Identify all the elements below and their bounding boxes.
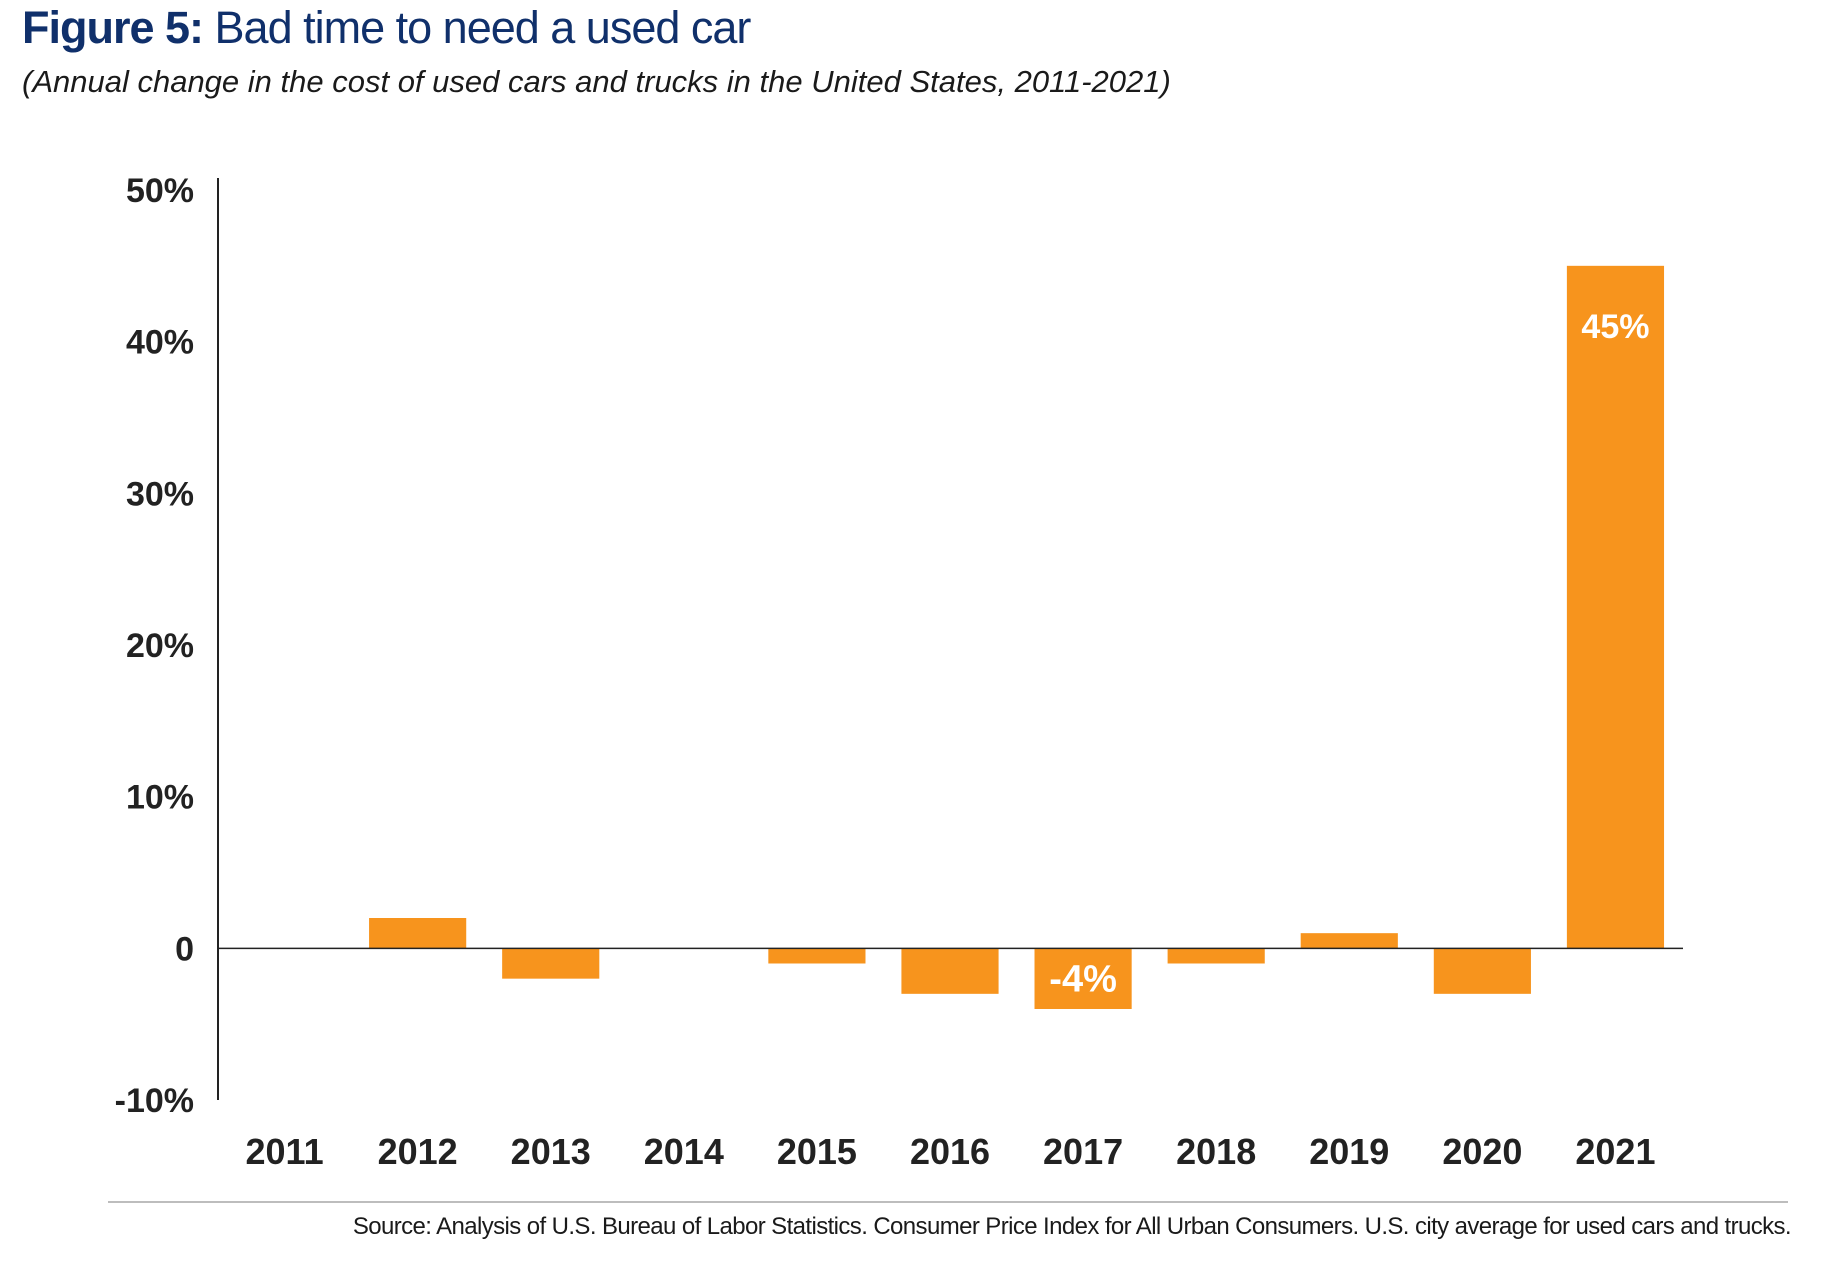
data-label-2021: 45% [1581, 308, 1649, 346]
bar-2020 [1433, 948, 1531, 994]
x-tick-label-2013: 2013 [511, 1131, 591, 1172]
bar-2016 [901, 948, 999, 994]
y-tick-label: 0 [175, 930, 194, 968]
y-tick-label: 30% [126, 475, 194, 513]
figure-title: Figure 5: Bad time to need a used car [22, 2, 752, 54]
x-tick-label-2019: 2019 [1309, 1131, 1389, 1172]
source-divider [108, 1201, 1788, 1203]
axes-layer [217, 178, 1683, 1100]
y-tick-label: -10% [115, 1082, 194, 1120]
bars-layer [369, 265, 1665, 1009]
data-labels-layer: -4% 45% [1049, 308, 1649, 1001]
x-tick-label-2016: 2016 [910, 1131, 990, 1172]
bar-2019 [1300, 933, 1398, 949]
x-tick-label-2011: 2011 [245, 1131, 323, 1172]
x-tick-label-2015: 2015 [777, 1131, 857, 1172]
x-tick-label-2012: 2012 [378, 1131, 458, 1172]
figure-subtitle: (Annual change in the cost of used cars … [22, 64, 1171, 99]
x-tick-label-2020: 2020 [1442, 1131, 1522, 1172]
bar-2012 [369, 918, 467, 949]
source-note: Source: Analysis of U.S. Bureau of Labor… [352, 1213, 1792, 1240]
bar-2015 [768, 948, 866, 964]
bar-2021 [1566, 265, 1665, 949]
bar-2018 [1167, 948, 1265, 964]
bar-chart: -4% 45% 50% 40% 30% 20% 10% 0 -10% 2011 2012 2013… [115, 172, 1683, 1172]
data-label-2017: -4% [1049, 959, 1117, 1001]
x-tick-label-2017: 2017 [1043, 1131, 1123, 1172]
bar-2013 [502, 948, 600, 979]
x-tick-label-2014: 2014 [644, 1131, 724, 1172]
y-tick-label: 50% [126, 172, 194, 210]
x-tick-label-2021: 2021 [1575, 1131, 1655, 1172]
y-tick-label: 20% [126, 627, 194, 665]
y-axis-tick-labels: 50% 40% 30% 20% 10% 0 -10% [115, 172, 194, 1120]
x-tick-label-2018: 2018 [1176, 1131, 1256, 1172]
figure-number: Figure 5: [22, 2, 204, 53]
y-tick-label: 40% [126, 324, 194, 362]
figure-title-text: Bad time to need a used car [214, 2, 752, 53]
x-axis-tick-labels: 2011 2012 2013 2014 2015 2016 2017 2018 2019 2020… [245, 1131, 1655, 1172]
y-tick-label: 10% [126, 779, 194, 817]
bar-2017 [1034, 948, 1132, 1009]
